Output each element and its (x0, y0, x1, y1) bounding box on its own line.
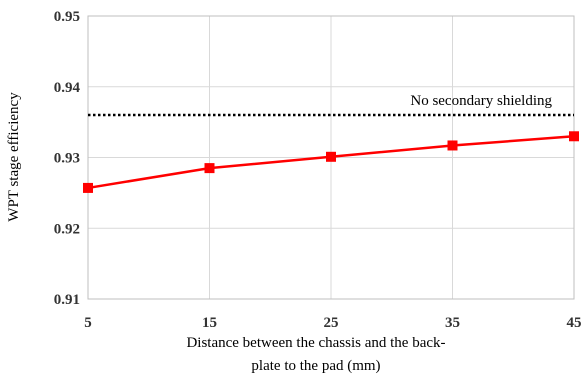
data-point (204, 163, 215, 174)
x-tick-label: 35 (445, 315, 460, 331)
data-point (569, 131, 579, 142)
x-tick-label: 45 (567, 315, 582, 331)
y-tick-label: 0.92 (54, 221, 80, 237)
x-tick-label: 25 (324, 315, 339, 331)
y-tick-label: 0.95 (54, 9, 80, 25)
y-tick-labels: 0.91 0.92 0.93 0.94 0.95 (54, 9, 81, 308)
y-tick-label: 0.94 (54, 80, 81, 96)
plot-area-border (87, 15, 575, 300)
x-axis-title-line2: plate to the pad (mm) (251, 358, 380, 374)
x-tick-label: 15 (202, 315, 217, 331)
y-axis-title: WPT stage efficiency (6, 92, 22, 222)
y-tick-label: 0.93 (54, 151, 80, 167)
x-axis-title-line1: Distance between the chassis and the bac… (186, 335, 445, 351)
data-point (447, 140, 458, 151)
x-tick-labels: 5 15 25 35 45 (84, 315, 581, 331)
y-tick-label: 0.91 (54, 292, 80, 308)
data-point (326, 151, 336, 162)
data-points (83, 131, 579, 193)
reference-line-label: No secondary shielding (410, 93, 552, 109)
data-point (83, 182, 93, 193)
x-tick-label: 5 (84, 315, 92, 331)
